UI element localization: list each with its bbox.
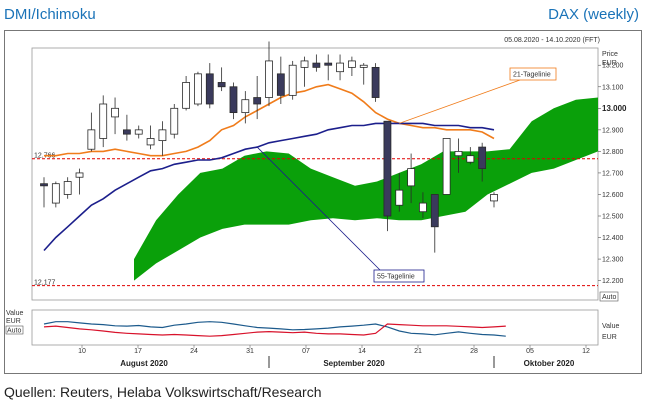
y-tick-label: 12.200 [602, 278, 624, 285]
candle-body [182, 82, 191, 109]
x-day-tick-label: 31 [246, 348, 254, 355]
candle-body [205, 73, 214, 105]
candle-body [63, 181, 72, 195]
indicator-right-unit-label: EUR [602, 334, 617, 341]
candle-body [407, 168, 416, 187]
candle-body [430, 194, 439, 228]
x-month-label: September 2020 [323, 359, 385, 368]
candle-body [40, 183, 48, 187]
candle-body [454, 150, 463, 157]
date-range-label: 05.08.2020 - 14.10.2020 (FFT) [504, 37, 600, 44]
y-tick-label: 13.000 [602, 104, 627, 113]
candle-body [158, 129, 167, 142]
indicator-auto-label: Auto [7, 328, 22, 335]
ma21-callout-label: 21-Tagelinie [513, 72, 551, 79]
candle-body [442, 138, 451, 195]
ma55-callout-label: 55-Tagelinie [377, 274, 415, 281]
candle-body [253, 97, 262, 105]
ma21-callout [509, 67, 557, 81]
candle-body [229, 86, 238, 114]
di-minus-line [43, 323, 506, 337]
y-tick-label: 13.100 [602, 84, 624, 91]
ma55-callout [373, 269, 425, 283]
price-auto-button [599, 291, 619, 302]
candle-body [288, 64, 297, 96]
candle-body [276, 73, 285, 96]
x-day-tick-label: 07 [302, 348, 310, 355]
candle-body [75, 172, 84, 178]
candle-body [241, 99, 250, 114]
y-axis-unit: EUR [602, 60, 617, 67]
ichimoku-cloud [134, 97, 598, 281]
candle-body [265, 60, 273, 98]
di-plus-line [43, 321, 506, 337]
x-month-label: Oktober 2020 [524, 359, 575, 368]
x-month-label: August 2020 [120, 359, 168, 368]
candle-body [419, 202, 427, 213]
candle-body [395, 189, 404, 206]
candle-body [134, 129, 143, 135]
x-day-tick-label: 17 [134, 348, 142, 355]
dax-ichimoku-chart: 05.08.2020 - 14.10.2020 (FFT) 12.200 12.30… [5, 37, 627, 368]
y-tick-label: 12.400 [602, 235, 624, 242]
ma55-line [43, 122, 495, 252]
candle-body [111, 107, 119, 118]
y-tick-label: 12.700 [602, 170, 624, 177]
y-tick-label: 12.800 [602, 149, 624, 156]
candle-body [359, 64, 368, 68]
candle-body [170, 107, 179, 135]
candle-body [336, 62, 344, 73]
candle-body [371, 66, 380, 98]
candle-body [194, 73, 202, 105]
candle-body [347, 60, 356, 68]
price-auto-label: Auto [602, 294, 617, 301]
candle-body [478, 146, 487, 170]
x-day-tick-label: 14 [358, 348, 366, 355]
x-day-tick-label: 12 [582, 348, 590, 355]
y-tick-label: 12.500 [602, 214, 624, 221]
y-tick-label: 12.600 [602, 192, 624, 199]
chart-title-right: DAX (weekly) [548, 6, 639, 23]
candle-body [383, 120, 392, 217]
x-day-tick-label: 28 [470, 348, 478, 355]
candle-body [146, 138, 155, 146]
chart-title-left: DMI/Ichimoku [4, 6, 96, 23]
candle-body [300, 60, 309, 68]
x-day-tick-label: 24 [190, 348, 198, 355]
y-tick-label: 12.900 [602, 127, 624, 134]
ma21-callout-leader [399, 79, 521, 124]
candle-body [99, 103, 108, 139]
indicator-auto-button [5, 325, 24, 335]
indicator-panel [31, 309, 599, 346]
source-note: Quellen: Reuters, Helaba Volkswirtschaft… [4, 384, 322, 400]
ma55-callout-leader [256, 146, 381, 271]
indicator-unit-label: EUR [6, 318, 21, 325]
candle-body [312, 62, 321, 68]
candle-body [466, 155, 475, 163]
x-day-tick-label: 05 [526, 348, 534, 355]
candle-body [490, 194, 498, 202]
x-day-tick-label: 10 [78, 348, 86, 355]
y-tick-label: 12.300 [602, 257, 624, 264]
y-axis-label: Price [602, 51, 618, 58]
x-day-tick-label: 21 [414, 348, 422, 355]
candle-body [324, 62, 333, 66]
indicator-right-value-label: Value [602, 323, 619, 330]
y-tick-label: 13.200 [602, 63, 624, 70]
candle-body [51, 183, 60, 204]
candle-body [122, 129, 131, 135]
candle-body [217, 82, 226, 88]
indicator-value-label: Value [6, 310, 23, 317]
reference-line-label: 12.177 [34, 280, 56, 287]
candle-body [87, 129, 96, 150]
